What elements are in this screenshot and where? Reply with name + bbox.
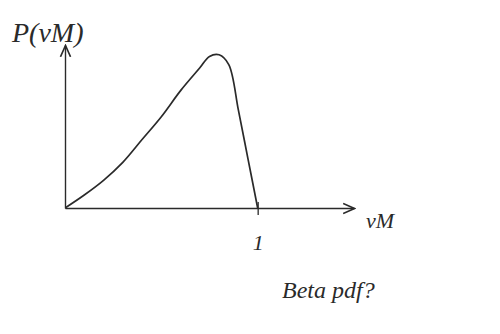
x-axis-title: νM <box>366 208 396 233</box>
x-axis: 1 <box>66 202 355 255</box>
y-axis-title: P(νM) <box>11 17 84 48</box>
y-axis-line <box>65 46 66 209</box>
x-tick: 1 <box>253 202 264 255</box>
plot-area <box>65 54 258 208</box>
annotation: Beta pdf? <box>282 277 375 303</box>
density-curve <box>65 54 258 208</box>
chart: 1 P(νM) νM Beta pdf? <box>0 0 500 334</box>
y-axis <box>65 46 66 209</box>
x-axis-line <box>66 208 355 209</box>
x-tick-label: 1 <box>253 230 264 255</box>
